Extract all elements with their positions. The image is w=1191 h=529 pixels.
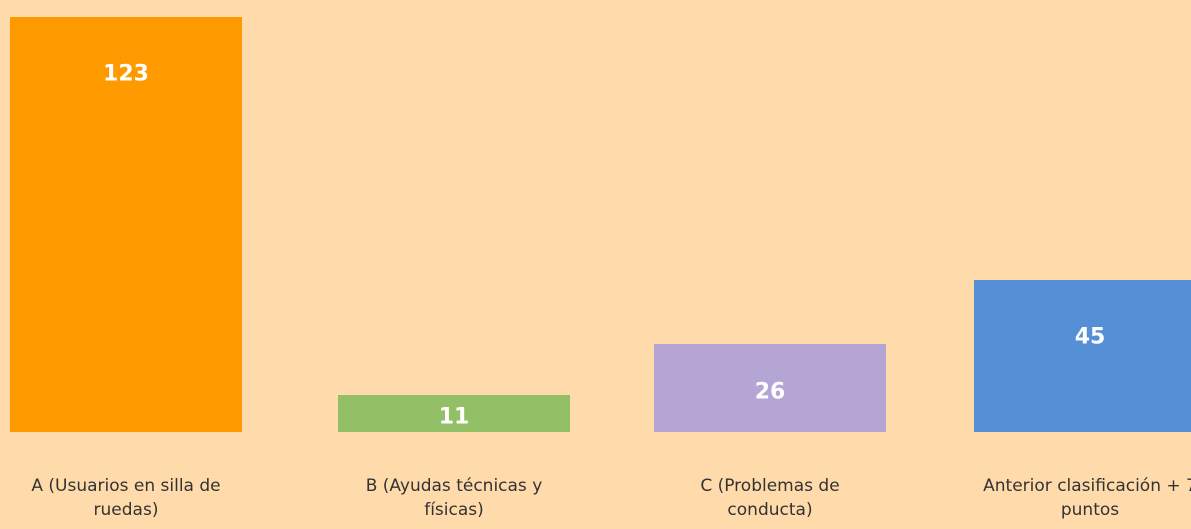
bar [654,344,886,432]
value-label: 45 [1074,324,1106,350]
bar [10,17,242,432]
x-tick-label: C (Problemas de conducta) [700,476,840,520]
x-tick-label: A (Usuarios en silla de ruedas) [31,476,221,520]
x-tick-label: Anterior clasificación + 7 puntos [983,476,1191,520]
bar [974,280,1191,432]
value-label: 11 [438,404,470,430]
value-label: 26 [754,379,786,405]
bar [338,394,570,432]
value-label: 123 [103,61,149,87]
x-tick-label: B (Ayudas técnicas y físicas) [365,476,543,520]
